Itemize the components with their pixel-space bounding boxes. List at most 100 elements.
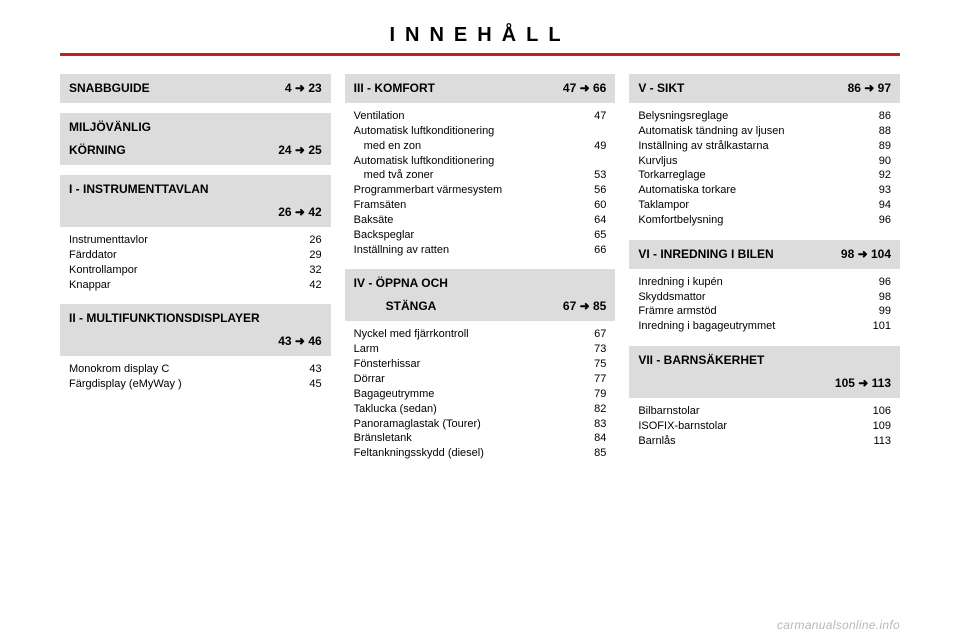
toc-item: Taklucka (sedan)82 [354,402,607,417]
section-header: SNABBGUIDE4 ➜ 23 [60,74,331,103]
toc-item: Backspeglar65 [354,228,607,243]
toc-item-label: Programmerbart värmesystem [354,183,573,198]
toc-item-label: Taklampor [638,198,857,213]
arrow-right-icon: ➜ [864,81,874,96]
toc-item-label: Bränsletank [354,431,573,446]
toc-item-page: 47 [578,109,606,124]
section-range: 105 ➜ 113 [835,376,891,391]
toc-item-page [578,124,606,139]
toc-item: Barnlås113 [638,434,891,449]
toc-item-label: Inredning i bagageutrymmet [638,319,857,334]
toc-item: Larm 73 [354,342,607,357]
section-title-line2: 26 ➜ 42 [69,205,322,220]
toc-item-page: 79 [578,387,606,402]
toc-page: INNEHÅLL SNABBGUIDE4 ➜ 23MILJÖVÄNLIGKÖRN… [0,0,960,640]
section-header: III - KOMFORT 47 ➜ 66 [345,74,616,103]
section-body: Nyckel med fjärrkontroll67Larm73Fönsterh… [345,321,616,463]
toc-item-page: 88 [863,124,891,139]
section-range: 86 ➜ 97 [848,81,891,96]
arrow-right-icon: ➜ [295,334,305,349]
toc-item: Bilbarnstolar106 [638,404,891,419]
section-title: V - SIKT [638,81,839,96]
toc-item-page [578,154,606,169]
toc-item-label: Inredning i kupén [638,275,857,290]
toc-item-page: 73 [578,342,606,357]
toc-section: IV - ÖPPNA OCH STÄNGA 67 ➜ 85 Nyckel med fj… [345,269,616,463]
toc-item-label: Larm [354,342,573,357]
toc-item: Baksäte64 [354,213,607,228]
section-header: V - SIKT 86 ➜ 97 [629,74,900,103]
section-range: 26 ➜ 42 [278,205,321,220]
toc-item-page: 65 [578,228,606,243]
toc-item-page: 66 [578,243,606,258]
section-range: 67 ➜ 85 [563,299,606,314]
toc-item: Feltankningsskydd (diesel)85 [354,446,607,461]
watermark: carmanualsonline.info [777,618,900,632]
toc-item-page: 75 [578,357,606,372]
toc-item: Inställning av ratten66 [354,243,607,258]
toc-item: Automatisk luftkonditionering [354,154,607,169]
toc-item-page: 82 [578,402,606,417]
section-title: MILJÖVÄNLIG [69,120,322,135]
toc-item-page: 96 [863,275,891,290]
toc-item-page: 96 [863,213,891,228]
section-title: III - KOMFORT [354,81,555,96]
toc-item-page: 113 [863,434,891,449]
toc-item-label: Bagageutrymme [354,387,573,402]
toc-item-label: Skyddsmattor [638,290,857,305]
section-title-line2: 43 ➜ 46 [69,334,322,349]
toc-item-label: Ventilation [354,109,573,124]
toc-item-label: Färgdisplay (eMyWay ) [69,377,288,392]
toc-item: Skyddsmattor 98 [638,290,891,305]
toc-item-label: Komfortbelysning [638,213,857,228]
arrow-right-icon: ➜ [858,247,868,262]
toc-item-page: 90 [863,154,891,169]
section-subtitle: STÄNGA [354,299,437,314]
section-title-line2: KÖRNING24 ➜ 25 [69,143,322,158]
toc-item: Inredning i kupén 96 [638,275,891,290]
toc-item: Färgdisplay (eMyWay ) 45 [69,377,322,392]
toc-item-label: ISOFIX-barnstolar [638,419,857,434]
toc-item: Komfortbelysning 96 [638,213,891,228]
toc-item-label: Färddator [69,248,288,263]
section-title: VI - INREDNING I BILEN [638,247,833,262]
column: V - SIKT 86 ➜ 97 Belysningsreglage 86 Automa… [629,74,900,463]
toc-item: Belysningsreglage 86 [638,109,891,124]
toc-item-label: Automatiska torkare [638,183,857,198]
toc-item-page: 86 [863,109,891,124]
toc-section: SNABBGUIDE4 ➜ 23 [60,74,331,103]
section-title: SNABBGUIDE [69,81,277,96]
toc-item: Färddator29 [69,248,322,263]
section-body: Instrumenttavlor26Färddator29Kontrollamp… [60,227,331,294]
toc-item-label: Knappar [69,278,288,293]
section-body: Monokrom display C43Färgdisplay (eMyWay … [60,356,331,394]
toc-item: ISOFIX-barnstolar109 [638,419,891,434]
toc-item-page: 92 [863,168,891,183]
toc-item-page: 45 [294,377,322,392]
section-header: I - INSTRUMENTTAVLAN26 ➜ 42 [60,175,331,227]
toc-item-label: med en zon [354,139,573,154]
toc-item: Nyckel med fjärrkontroll67 [354,327,607,342]
toc-item: Dörrar77 [354,372,607,387]
toc-item-page: 98 [863,290,891,305]
toc-item-label: Framsäten [354,198,573,213]
section-title: IV - ÖPPNA OCH [354,276,607,291]
toc-item-label: Kontrollampor [69,263,288,278]
toc-item: Panoramaglastak (Tourer)83 [354,417,607,432]
toc-item-page: 67 [578,327,606,342]
toc-item-page: 77 [578,372,606,387]
toc-item-page: 93 [863,183,891,198]
toc-item-label: Kurvljus [638,154,857,169]
toc-item: Instrumenttavlor26 [69,233,322,248]
section-header: IV - ÖPPNA OCH STÄNGA 67 ➜ 85 [345,269,616,321]
section-body: Inredning i kupén 96 Skyddsmattor 98Främre … [629,269,900,336]
toc-item-label: Baksäte [354,213,573,228]
toc-item-label: Automatisk luftkonditionering [354,124,573,139]
toc-item-label: Belysningsreglage [638,109,857,124]
toc-section: VII - BARNSÄKERHET105 ➜ 113Bilbarnstolar… [629,346,900,451]
section-range: 47 ➜ 66 [563,81,606,96]
toc-section: II - MULTIFUNKTIONSDISPLAYER43 ➜ 46Monok… [60,304,331,394]
toc-item: Kontrollampor32 [69,263,322,278]
section-range: 98 ➜ 104 [841,247,891,262]
toc-item: Främre armstöd99 [638,304,891,319]
